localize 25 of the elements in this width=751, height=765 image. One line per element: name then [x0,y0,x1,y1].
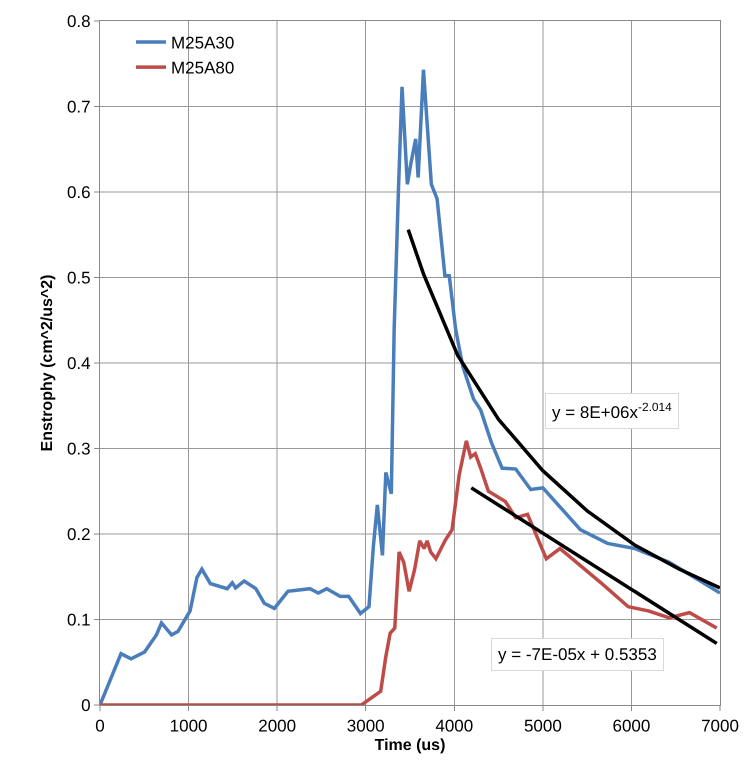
y-tick-label: 0.6 [66,182,91,202]
x-tick-label: 4000 [435,716,474,736]
y-tick-label: 0.1 [66,610,91,630]
x-tick-label: 7000 [701,716,739,736]
legend-label: M25A30 [171,34,234,53]
y-tick-label: 0.5 [66,268,91,288]
line-series [100,439,718,705]
x-tick-label: 0 [95,716,105,736]
y-tick-label: 0.7 [66,97,91,116]
y-tick-label: 0.2 [66,524,91,544]
x-tick-label: 1000 [170,716,208,736]
x-tick-label: 2000 [258,716,296,736]
y-axis-title: Enstrophy (cm^2/us^2) [38,274,56,452]
y-tick-label: 0.8 [66,12,91,31]
line-series [406,228,720,590]
x-tick-label: 5000 [524,716,562,736]
legend-label: M25A80 [171,58,234,78]
y-tick-label: 0.4 [66,354,91,373]
x-tick-label: 6000 [612,716,650,736]
x-axis-title: Time (us) [374,737,446,754]
annotation: y = -7E-05x + 0.5353 [498,645,657,664]
annotation: y = 8E+06x$^{-2.014}$ [552,400,672,422]
y-tick-label: 0.3 [66,439,91,458]
x-tick-label: 3000 [346,716,385,736]
y-tick-label: 0 [81,696,91,715]
